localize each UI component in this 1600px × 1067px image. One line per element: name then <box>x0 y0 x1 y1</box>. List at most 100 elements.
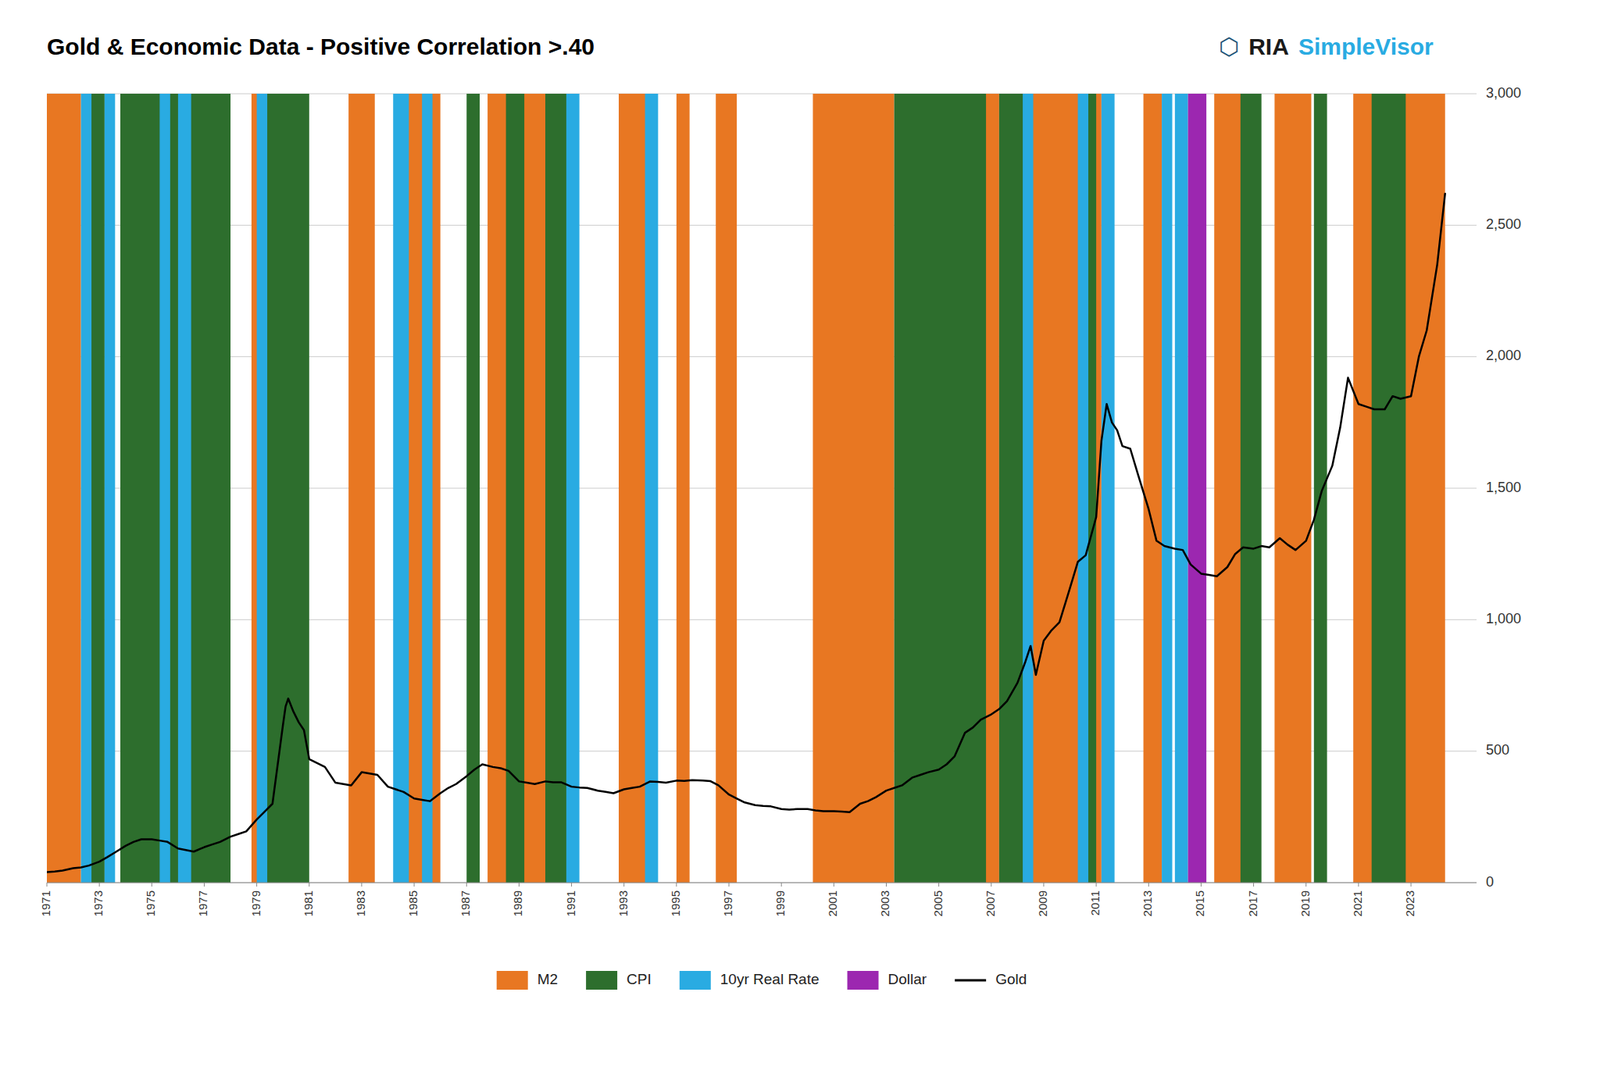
x-tick <box>1305 882 1307 887</box>
band <box>1175 93 1189 883</box>
annotation: SimpleVisor <box>1298 33 1434 60</box>
band <box>421 93 433 883</box>
x-tick-label: 2019 <box>1298 890 1312 917</box>
x-tick <box>518 882 520 887</box>
x-tick-label: 1981 <box>301 890 315 917</box>
band <box>1188 93 1208 883</box>
x-tick-label: 1983 <box>353 890 368 917</box>
band <box>1314 93 1328 883</box>
x-tick <box>781 882 783 887</box>
x-tick-label: 1989 <box>510 890 525 917</box>
x-tick <box>360 882 362 887</box>
band <box>1030 93 1102 883</box>
x-tick <box>414 882 415 887</box>
legend: M2 CPI 10yr Real Rate Dollar Gold <box>496 971 1028 990</box>
x-tick-label: 1993 <box>616 890 630 917</box>
legend-label: CPI <box>626 971 652 988</box>
band <box>1022 93 1033 883</box>
title: Gold & Economic Data - Positive Correlat… <box>46 33 595 60</box>
x-tick <box>728 882 730 887</box>
plot-data <box>46 93 1446 883</box>
x-tick <box>990 882 992 887</box>
x-tick-label: 1979 <box>249 890 263 917</box>
band <box>46 93 82 883</box>
band <box>1240 93 1262 883</box>
y-axis: 0 500 1,000 1,500 2,000 2,500 3,000 <box>1485 85 1522 890</box>
legend-swatch <box>585 971 618 990</box>
x-tick <box>203 882 205 887</box>
band <box>159 93 170 883</box>
band <box>348 93 375 883</box>
x-axis: 1971 1973 1975 1977 1979 1981 1983 1985 1987 1989… <box>39 882 1477 917</box>
legend-swatch <box>679 971 711 990</box>
x-tick-label: 2003 <box>878 890 892 917</box>
x-tick <box>1410 882 1412 887</box>
band <box>261 93 309 883</box>
x-tick-label: 1971 <box>39 890 53 917</box>
band <box>1143 93 1163 883</box>
y-tick-label: 3,000 <box>1485 85 1522 101</box>
annotation: RIA <box>1248 33 1290 60</box>
legend-swatch <box>496 971 529 990</box>
band <box>715 93 737 883</box>
x-tick <box>1253 882 1254 887</box>
band <box>506 93 525 883</box>
x-tick <box>1096 882 1097 887</box>
y-tick-label: 1,000 <box>1485 610 1522 627</box>
y-tick-label: 1,500 <box>1485 479 1522 496</box>
x-axis-line <box>46 882 1477 884</box>
legend-item: M2 <box>496 971 558 990</box>
x-tick <box>885 882 887 887</box>
branding: ⬡RIASimpleVisor <box>1218 33 1434 60</box>
x-tick-label: 1975 <box>143 890 158 917</box>
x-tick <box>99 882 100 887</box>
y-tick-label: 2,500 <box>1485 216 1522 233</box>
x-tick <box>308 882 310 887</box>
legend-item: Dollar <box>847 971 928 990</box>
x-tick <box>256 882 258 887</box>
x-tick-label: 2017 <box>1246 890 1260 917</box>
x-tick <box>46 882 48 887</box>
x-tick <box>1042 882 1044 887</box>
band <box>1353 93 1446 883</box>
x-tick-label: 2009 <box>1035 890 1050 917</box>
x-tick-label: 1997 <box>721 890 735 917</box>
band <box>120 93 231 883</box>
legend-label: Dollar <box>888 971 928 988</box>
x-tick-label: 1995 <box>668 890 683 917</box>
x-tick-label: 1973 <box>91 890 105 917</box>
band-series <box>81 93 1189 883</box>
legend-swatch <box>847 971 879 990</box>
x-tick-label: 1977 <box>196 890 210 917</box>
x-tick-label: 1987 <box>458 890 472 917</box>
legend-item: 10yr Real Rate <box>679 971 820 990</box>
legend-item: Gold <box>954 971 1027 988</box>
x-tick <box>623 882 625 887</box>
band <box>645 93 659 883</box>
y-tick-label: 0 <box>1485 874 1494 890</box>
grid-line <box>46 882 1477 884</box>
y-tick-label: 500 <box>1485 742 1510 758</box>
band-series <box>46 93 1446 883</box>
band-series <box>1188 93 1208 883</box>
grid <box>46 93 1477 883</box>
x-tick <box>1200 882 1202 887</box>
band <box>1101 93 1115 883</box>
legend-label: M2 <box>537 971 558 988</box>
band <box>466 93 480 883</box>
x-tick-label: 2011 <box>1088 890 1102 916</box>
x-tick-label: 2005 <box>931 890 945 917</box>
legend-swatch <box>954 979 986 983</box>
legend-item: CPI <box>585 971 652 990</box>
band <box>894 93 987 883</box>
x-tick-label: 1985 <box>406 890 420 917</box>
y-tick-label: 2,000 <box>1485 347 1522 364</box>
band <box>1161 93 1172 883</box>
band <box>81 93 92 883</box>
band-series <box>85 93 1406 883</box>
band <box>1078 93 1089 883</box>
x-tick-label: 2021 <box>1350 890 1365 917</box>
x-tick <box>571 882 572 887</box>
band <box>104 93 115 883</box>
band <box>812 93 894 883</box>
